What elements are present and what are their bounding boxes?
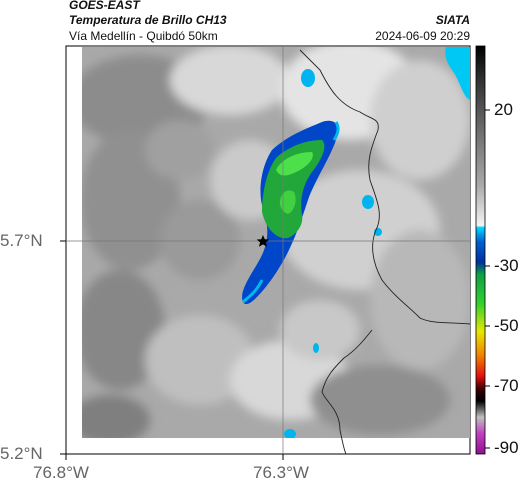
- colorbar-tick-label: -70: [494, 376, 519, 395]
- cold-spot: [301, 69, 315, 87]
- longitude-label: 76.8°W: [33, 463, 89, 482]
- longitude-label: 76.3°W: [253, 463, 309, 482]
- star-icon: [256, 235, 270, 247]
- agency-label: SIATA: [435, 13, 470, 27]
- datetime-label: 2024-06-09 20:29: [375, 29, 470, 43]
- brightness-temperature-field: [82, 47, 470, 438]
- cold-spot: [362, 195, 374, 209]
- department-border: [321, 329, 373, 455]
- colorbar-tick-label: 20: [494, 100, 513, 119]
- colorbar-tick-label: -30: [494, 256, 519, 275]
- satellite-title: GOES-EAST: [69, 0, 140, 12]
- route-subtitle: Vía Medellín - Quibdó 50km: [69, 29, 218, 43]
- product-title: Temperatura de Brillo CH13: [69, 13, 227, 27]
- department-border: [299, 49, 471, 325]
- cold-spot-corner: [445, 47, 470, 100]
- latitude-label: 5.7°N: [0, 231, 43, 250]
- cold-spot: [284, 429, 296, 438]
- convective-core: [262, 140, 325, 239]
- colorbar-tick-label: -50: [494, 316, 519, 335]
- colorbar-tick-label: -90: [494, 438, 519, 457]
- cold-spot: [313, 343, 319, 353]
- latitude-label: 5.2°N: [0, 444, 43, 463]
- colorbar: [475, 45, 486, 455]
